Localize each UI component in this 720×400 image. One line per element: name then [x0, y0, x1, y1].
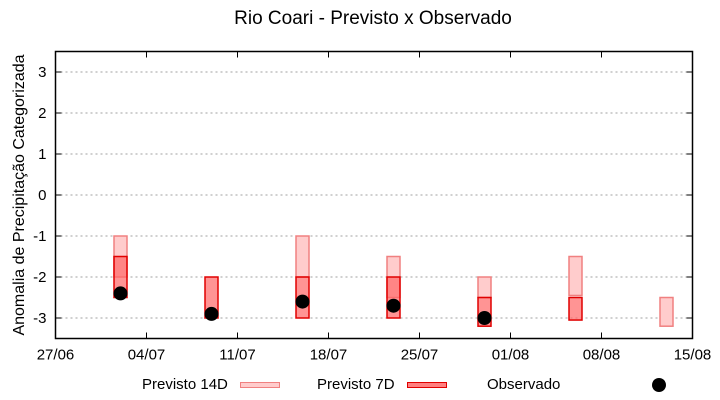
x-tick-label: 01/08 [492, 347, 530, 364]
x-tick-label: 08/08 [583, 347, 621, 364]
y-tick-label: -2 [33, 269, 46, 286]
legend-swatch-14d-icon [239, 381, 280, 388]
observed-point [386, 298, 401, 313]
y-tick-label: 2 [38, 105, 46, 122]
observed-point [204, 306, 219, 321]
x-tick-label: 25/07 [401, 347, 439, 364]
observed-point [477, 311, 492, 325]
observed-point [295, 294, 310, 309]
legend-item-previsto-14d: Previsto 14D [142, 376, 280, 393]
y-axis-ticks: 3 2 1 0 -1 -2 -3 [33, 64, 693, 327]
series-observado [113, 286, 492, 325]
legend-label-previsto-14d: Previsto 14D [142, 376, 228, 393]
box-previsto-7d [568, 296, 583, 321]
legend-swatch-7d-icon [406, 381, 447, 388]
gridlines [55, 71, 693, 319]
legend-item-previsto-7d: Previsto 7D [317, 376, 447, 393]
box-previsto-14d [568, 255, 583, 297]
series-previsto-7d [113, 255, 583, 327]
y-tick-label: -3 [33, 310, 46, 327]
y-tick-label: 1 [38, 146, 46, 163]
x-tick-label: 18/07 [310, 347, 348, 364]
observed-point [113, 286, 128, 301]
box-previsto-14d [295, 235, 310, 278]
box-previsto-14d [659, 296, 674, 327]
chart-title: Rio Coari - Previsto x Observado [234, 8, 512, 29]
legend-label-observado: Observado [487, 376, 561, 393]
legend-dot-icon [652, 377, 667, 392]
y-tick-label: 0 [38, 187, 46, 204]
legend-label-previsto-7d: Previsto 7D [317, 376, 395, 393]
x-tick-label: 04/07 [128, 347, 166, 364]
x-tick-label: 11/07 [219, 347, 255, 364]
x-tick-label: 27/06 [37, 347, 75, 364]
y-tick-label: -1 [33, 228, 46, 245]
x-axis-ticks: 27/06 04/07 11/07 18/07 25/07 01/08 08/08 15/08 [37, 51, 712, 364]
box-previsto-14d [477, 276, 492, 299]
x-tick-label: 15/08 [674, 347, 712, 364]
y-tick-label: 3 [38, 64, 46, 81]
legend-item-observado: Observado [487, 376, 667, 393]
legend: Previsto 14D Previsto 7D Observado [0, 376, 720, 400]
